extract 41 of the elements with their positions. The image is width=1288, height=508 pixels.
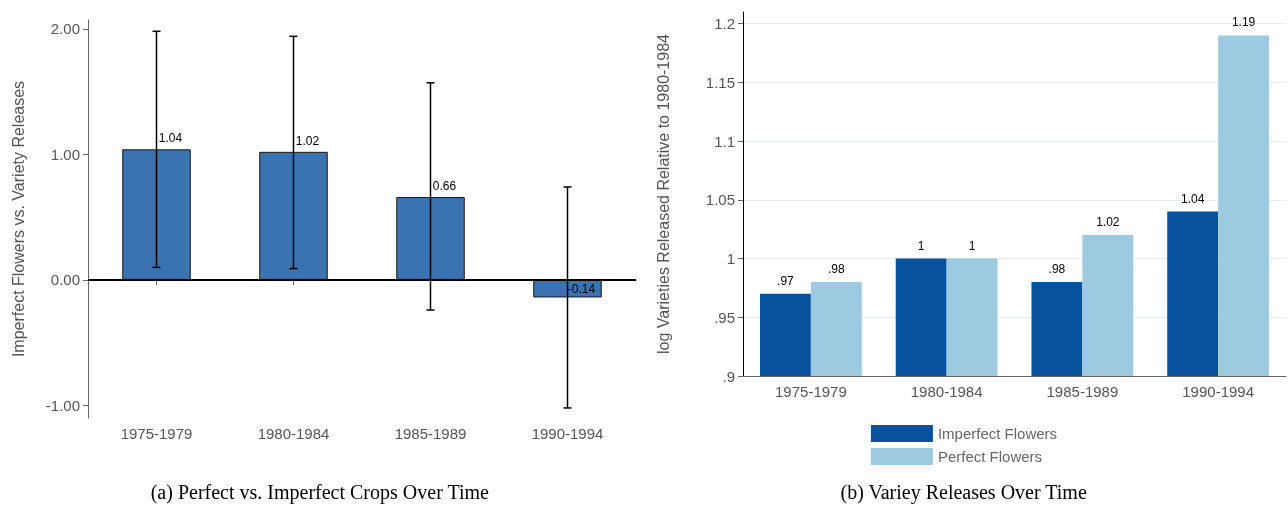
y-tick-label: 1.05 — [705, 191, 735, 209]
x-tick-label: 1975-1979 — [120, 425, 193, 442]
y-tick-label: 1.15 — [705, 73, 735, 91]
data-label: .98 — [827, 262, 845, 277]
x-tick-label: 1980-1984 — [910, 383, 983, 400]
y-axis-title: log Varieties Released Relative to 1980-1984 — [654, 33, 672, 354]
x-tick-label: 1985-1989 — [394, 425, 467, 442]
y-tick-label: 1 — [726, 250, 735, 268]
data-label: 1.04 — [158, 131, 183, 146]
legend-label: Imperfect Flowers — [937, 425, 1058, 442]
y-axis-title: Imperfect Flowers vs. Variety Releases — [9, 80, 27, 358]
text: (b) Variey Releases Over Time — [840, 481, 1087, 504]
x-tick-label: 1990-1994 — [1182, 383, 1254, 400]
y-tick-label: 1.2 — [714, 15, 735, 33]
y-tick-label: 1.00 — [50, 145, 80, 163]
legend-label: Perfect Flowers — [937, 448, 1043, 465]
y-tick-label: -1.00 — [45, 396, 80, 414]
text: (a) Perfect vs. Imperfect Crops Over Time — [150, 481, 490, 504]
data-label: 1.02 — [295, 133, 320, 148]
x-tick-label: 1980-1984 — [257, 425, 330, 442]
x-tick-label: 1985-1989 — [1046, 383, 1119, 400]
bar — [259, 151, 328, 280]
y-tick-label: .95 — [714, 308, 735, 326]
bar — [533, 279, 602, 298]
data-label: .98 — [1048, 262, 1066, 277]
bar — [122, 149, 191, 280]
bar — [396, 197, 465, 280]
data-label: 1 — [917, 238, 925, 253]
data-label: 0.66 — [432, 179, 457, 194]
data-label: 1.04 — [1180, 191, 1205, 206]
data-label: -0.14 — [567, 281, 596, 296]
data-label: .97 — [777, 273, 795, 288]
x-tick-label: 1975-1979 — [775, 383, 847, 400]
y-tick-label: 2.00 — [50, 20, 80, 38]
data-label: 1.19 — [1231, 15, 1256, 30]
y-tick-label: .9 — [722, 367, 735, 385]
data-label: 1.02 — [1096, 215, 1120, 230]
x-tick-label: 1990-1994 — [531, 425, 604, 442]
y-tick-label: 0.00 — [50, 271, 80, 289]
data-label: 1 — [968, 238, 976, 253]
y-tick-label: 1.1 — [714, 132, 735, 150]
